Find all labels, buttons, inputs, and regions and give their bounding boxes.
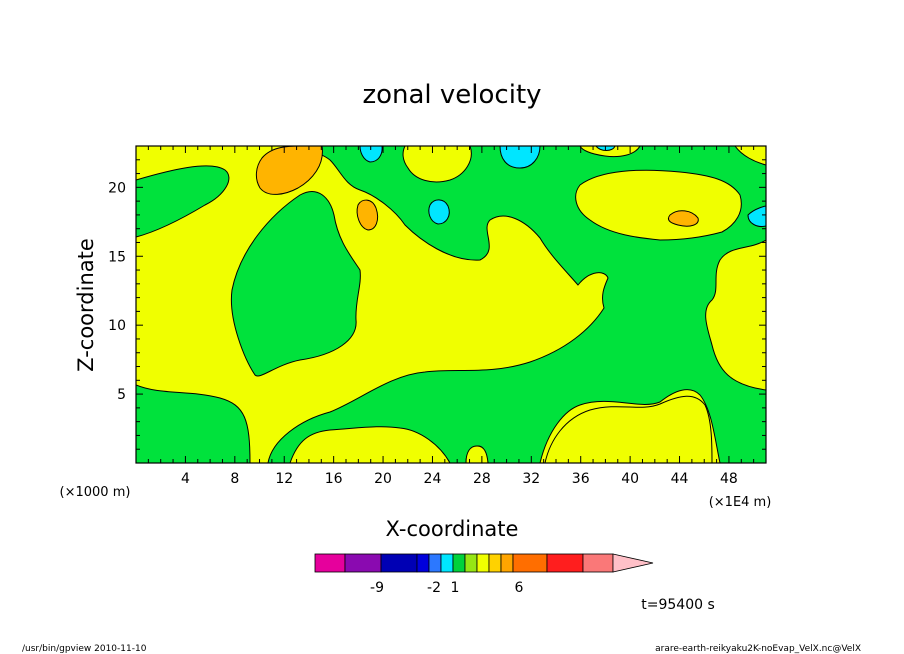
chart-title: zonal velocity [362,80,541,110]
x-tick-label: 44 [671,471,689,487]
x-tick-label: 40 [621,471,639,487]
time-label: t=95400 s [641,597,715,613]
footer-left: /usr/bin/gpview 2010-11-10 [22,644,147,654]
colorbar-swatch [476,553,490,573]
colorbar-arrow [612,553,654,573]
region-strong-positive-3 [667,210,699,227]
region-positive-upper-right [575,169,742,241]
plot-frame [135,145,767,464]
contour-field [136,146,766,463]
x-tick-label: 36 [572,471,590,487]
colorbar-label: 6 [515,580,524,596]
region-negative-top-left [136,165,230,238]
region-strong-positive-2 [356,199,379,231]
region-positive-top-center [402,146,472,183]
colorbar-labels: -9 -2 1 6 [370,580,524,596]
x-tick-label: 8 [230,471,239,487]
region-strong-negative-1 [359,146,383,163]
colorbar-swatch [512,553,548,573]
x-tick-label: 32 [522,471,540,487]
y-axis-label: Z-coordinate [74,238,98,372]
x-axis: 4 8 12 16 20 24 28 32 36 40 44 48 [147,146,755,487]
colorbar-swatch [452,553,466,573]
y-tick-label: 5 [117,387,126,403]
region-strong-negative-2 [428,199,450,225]
colorbar-swatch [582,553,614,573]
x-tick-label: 48 [720,471,738,487]
colorbar-swatch [488,553,502,573]
x-unit-left: (×1000 m) [60,485,131,500]
region-positive-top-right-2 [734,146,766,166]
region-positive-bottom-right [544,395,713,463]
y-tick-label: 20 [108,180,126,196]
x-tick-label: 24 [424,471,442,487]
colorbar-label: -9 [370,580,384,596]
y-tick-label: 15 [108,249,126,265]
colorbar [314,553,654,573]
region-positive-bottom-blip [465,445,489,463]
region-negative-center-left [230,191,361,377]
colorbar-swatch [344,553,382,573]
x-tick-label: 12 [275,471,293,487]
colorbar-swatch [500,553,514,573]
x-tick-label: 28 [473,471,491,487]
region-strong-negative-5 [747,205,766,227]
x-tick-label: 4 [181,471,190,487]
colorbar-swatch [546,553,584,573]
colorbar-swatch [314,553,346,573]
colorbar-swatch [416,553,430,573]
y-axis: 5 10 15 20 [108,159,766,450]
colorbar-swatch [440,553,454,573]
x-axis-label: X-coordinate [386,517,519,541]
x-tick-label: 20 [374,471,392,487]
colorbar-label: 1 [451,580,460,596]
region-strong-negative-3 [499,146,541,169]
colorbar-swatch [380,553,418,573]
y-tick-label: 10 [108,318,126,334]
footer-right: arare-earth-reikyaku2K-noEvap_VelX.nc@Ve… [655,644,861,654]
x-unit-right: (×1E4 m) [709,495,772,510]
colorbar-swatch [428,553,442,573]
colorbar-label: -2 [427,580,441,596]
x-tick-label: 16 [325,471,343,487]
region-positive-top-right [579,146,641,158]
colorbar-swatch [464,553,478,573]
